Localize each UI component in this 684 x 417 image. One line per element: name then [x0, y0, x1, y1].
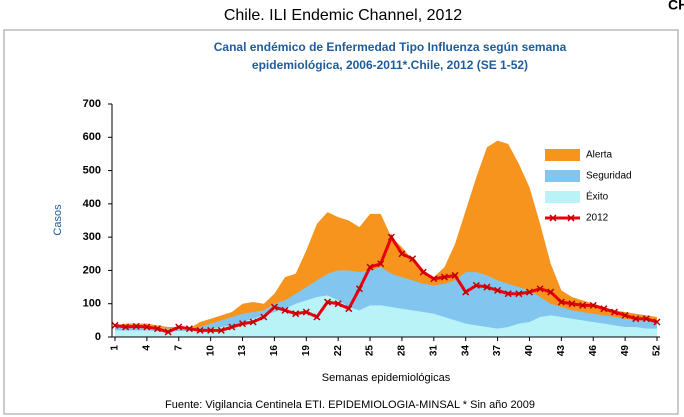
x-tick-label: 25: [365, 345, 376, 357]
marker: [249, 318, 257, 326]
y-axis-label: Casos: [52, 204, 64, 236]
x-tick-label: 7: [173, 345, 184, 351]
frame: [3, 29, 679, 415]
marker: [462, 288, 470, 296]
x-tick-label: 16: [269, 345, 280, 357]
marker: [504, 290, 512, 298]
marker: [302, 308, 310, 316]
marker: [430, 275, 438, 283]
legend-marker: [549, 214, 557, 222]
marker: [398, 250, 406, 258]
marker: [419, 268, 427, 276]
marker: [175, 323, 183, 331]
marker: [409, 255, 417, 263]
marker: [270, 303, 278, 311]
x-tick-label: 13: [237, 345, 248, 357]
y-tick-label: 600: [83, 131, 101, 143]
marker: [292, 310, 300, 318]
x-tick-label: 46: [588, 345, 599, 357]
marker: [260, 313, 268, 321]
legend-swatch: [545, 191, 580, 203]
marker: [132, 322, 140, 330]
marker: [122, 323, 130, 331]
marker: [632, 315, 640, 323]
marker: [313, 313, 321, 321]
y-tick-label: 300: [83, 231, 101, 243]
x-tick-label: 4: [142, 345, 153, 351]
source: Fuente: Vigilancia Centinela ETI. EPIDEM…: [165, 399, 535, 411]
x-tick-label: 40: [524, 345, 535, 357]
legend-swatch: [545, 170, 580, 182]
marker: [185, 325, 193, 333]
x-tick-label: 34: [460, 345, 471, 357]
marker: [207, 326, 215, 334]
marker: [621, 311, 629, 319]
marker: [238, 320, 247, 328]
marker: [164, 328, 172, 336]
legend-label: Éxito: [586, 190, 609, 203]
marker: [281, 306, 289, 314]
marker: [324, 298, 332, 306]
marker: [642, 315, 650, 323]
marker: [653, 318, 661, 326]
line: [114, 233, 658, 334]
x-tick-label: 49: [620, 345, 631, 357]
marker: [153, 325, 162, 333]
corner-text: CH: [668, 0, 684, 13]
marker: [494, 286, 502, 294]
x-axis-label: Semanas epidemiológicas: [322, 372, 451, 384]
area: [115, 295, 657, 337]
y-tick-label: 0: [95, 331, 101, 343]
x-tick-label: 31: [428, 345, 439, 357]
marker: [547, 288, 555, 296]
marker: [610, 308, 619, 316]
legend-label: Seguridad: [586, 171, 632, 182]
y-tick-label: 100: [83, 298, 101, 310]
x-tick-label: 19: [301, 345, 312, 357]
subtitle: epidemiológica, 2006-2011*.Chile, 2012 (…: [252, 58, 528, 72]
x-tick-label: 10: [205, 345, 216, 357]
x-tick-label: 37: [492, 345, 503, 357]
marker: [111, 321, 119, 329]
marker: [557, 298, 565, 306]
marker: [589, 301, 597, 309]
marker: [451, 271, 459, 279]
marker: [143, 323, 151, 331]
marker: [334, 300, 342, 308]
x-tick-label: 1: [110, 345, 121, 351]
legend-label: 2012: [586, 213, 609, 224]
marker: [228, 323, 236, 331]
marker: [196, 326, 204, 334]
y-tick-label: 400: [83, 198, 101, 210]
marker: [568, 300, 576, 308]
marker: [515, 290, 523, 298]
marker: [579, 301, 587, 309]
marker: [536, 285, 544, 293]
marker: [387, 233, 395, 241]
x-tick-label: 22: [333, 345, 344, 357]
legend-marker: [567, 214, 575, 222]
marker: [377, 260, 385, 268]
legend-swatch: [545, 149, 580, 161]
legend-label: Alerta: [586, 150, 613, 161]
x-tick-label: 28: [397, 345, 408, 357]
x-tick-label: 43: [556, 345, 567, 357]
marker: [366, 263, 374, 271]
y-tick-label: 500: [83, 164, 101, 176]
y-tick-label: 700: [83, 98, 101, 110]
y-tick-label: 200: [83, 264, 101, 276]
marker: [345, 305, 353, 313]
marker: [483, 283, 491, 291]
marker: [600, 305, 608, 313]
subtitle: Canal endémico de Enfermedad Tipo Influe…: [214, 40, 567, 54]
x-tick-label: 52: [652, 345, 663, 357]
marker: [355, 285, 363, 293]
area: [115, 140, 657, 337]
marker: [472, 281, 480, 289]
marker: [525, 288, 534, 296]
marker: [440, 273, 448, 281]
marker: [217, 326, 225, 334]
chart-title: Chile. ILI Endemic Channel, 2012: [224, 7, 462, 24]
